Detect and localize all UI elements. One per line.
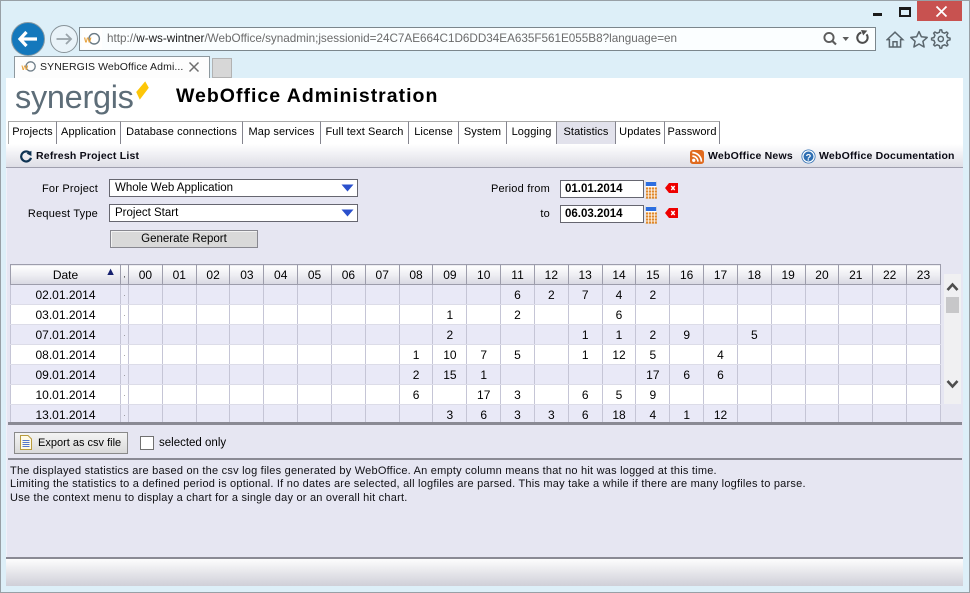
svg-text:?: ? — [806, 152, 812, 162]
svg-text:w: w — [83, 35, 92, 46]
svg-text:w: w — [21, 62, 29, 72]
